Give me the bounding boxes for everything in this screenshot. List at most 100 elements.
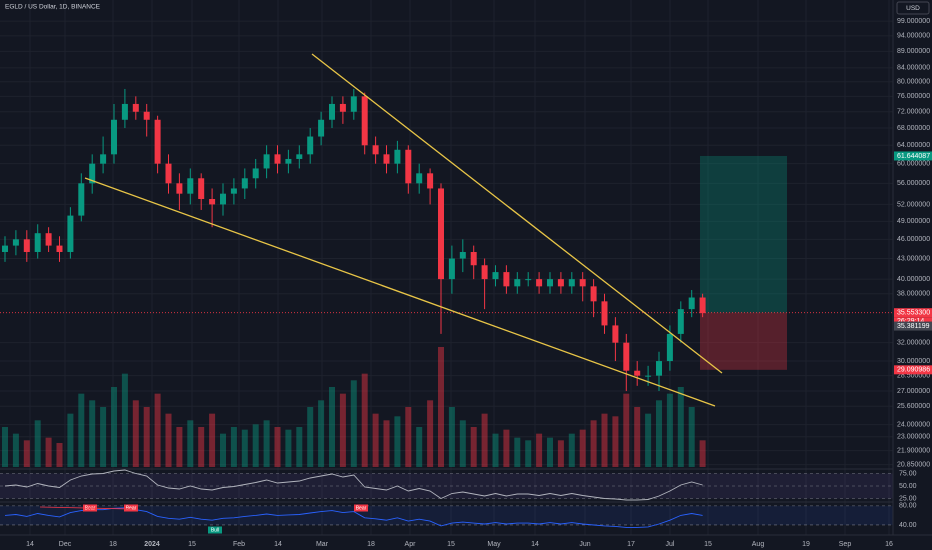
candle-body	[132, 103, 139, 112]
x-tick-label: 14	[274, 541, 282, 548]
volume-bar	[699, 440, 706, 467]
pane-tick-label: 75.00	[899, 470, 917, 477]
candle-body	[623, 342, 630, 371]
candle-body	[318, 119, 325, 137]
candle-body	[645, 375, 652, 377]
volume-bar	[427, 400, 434, 467]
volume-bar	[56, 443, 63, 467]
signal-box	[208, 526, 222, 534]
rsi-line	[4, 469, 703, 501]
candle-body	[579, 279, 586, 287]
x-tick-label: Jun	[579, 541, 590, 548]
x-tick-label: 14	[531, 541, 539, 548]
candle-body	[448, 258, 455, 280]
pane-tick-label: 80.00	[899, 503, 917, 510]
candle-body	[263, 154, 270, 169]
x-tick-label: Apr	[405, 541, 417, 548]
candle-body	[590, 286, 597, 302]
candle-body	[514, 279, 521, 287]
stop-zone	[700, 312, 787, 370]
candle-body	[67, 215, 74, 252]
x-tick-label: 14	[26, 541, 34, 548]
price-marker	[894, 365, 932, 375]
signal-box	[354, 504, 368, 512]
volume-bar	[405, 407, 412, 467]
x-tick-label: Sep	[839, 541, 852, 548]
candle-body	[557, 279, 564, 287]
volume-bar	[656, 400, 662, 467]
candle-body	[89, 163, 96, 184]
volume-bar	[492, 433, 499, 467]
volume-bar	[634, 407, 641, 467]
x-tick-label: Aug	[752, 541, 765, 548]
volume-bar	[568, 433, 575, 467]
price-marker-label: 35.381199	[897, 323, 930, 330]
candle-body	[536, 279, 543, 287]
volume-bar	[339, 393, 346, 467]
candle-body	[568, 279, 575, 287]
price-axis	[893, 0, 932, 550]
volume-bar	[296, 427, 303, 467]
signal-label: Bear	[126, 505, 137, 511]
volume-bar	[252, 424, 259, 467]
x-tick-label: 15	[188, 541, 196, 548]
volume-bar	[285, 429, 292, 467]
candle-body	[339, 103, 346, 112]
candle-body	[601, 301, 608, 326]
price-marker-label: 61.644087	[897, 153, 930, 160]
volume-bar	[187, 420, 194, 467]
y-tick-label: 46.000000	[897, 236, 930, 243]
y-tick-label: 25.600000	[897, 403, 930, 410]
candle-layer	[2, 88, 706, 392]
divergence-line	[39, 506, 132, 510]
candle-body	[100, 154, 107, 164]
x-tick-label: 18	[367, 541, 375, 548]
x-tick-label: 17	[627, 541, 635, 548]
y-tick-label: 43.000000	[897, 255, 930, 262]
candle-body	[547, 279, 553, 287]
volume-bar	[481, 413, 488, 467]
oscillator-line	[4, 507, 703, 528]
y-tick-label: 32.000000	[897, 340, 930, 347]
signal-label: Bull	[211, 527, 219, 533]
candle-body	[12, 239, 19, 246]
volume-bar	[547, 437, 553, 467]
countdown: 26:29:14	[897, 318, 924, 325]
candle-body	[438, 188, 444, 280]
volume-bar	[329, 387, 335, 467]
y-tick-label: 60.000000	[897, 161, 930, 168]
volume-bar	[34, 420, 41, 467]
y-tick-label: 23.000000	[897, 434, 930, 441]
candle-body	[56, 245, 63, 252]
y-tick-label: 72.000000	[897, 109, 930, 116]
candle-body	[481, 265, 488, 280]
x-tick-label: Jul	[666, 541, 675, 548]
candle-body	[220, 193, 226, 205]
y-tick-label: 68.000000	[897, 125, 930, 132]
candle-body	[656, 361, 662, 376]
candle-body	[187, 178, 194, 194]
candle-body	[241, 178, 248, 189]
candle-body	[492, 272, 499, 280]
volume-bar	[78, 393, 85, 467]
volume-bar	[459, 420, 466, 467]
volume-bar	[361, 373, 368, 467]
volume-bar	[230, 427, 237, 467]
y-tick-label: 56.000000	[897, 180, 930, 187]
candle-body	[154, 119, 161, 164]
candle-body	[699, 297, 706, 314]
pane-tick-label: 50.00	[899, 483, 917, 490]
volume-layer	[2, 347, 706, 467]
price-marker-label: 29.090986	[897, 367, 930, 374]
pane-tick-label: 40.00	[899, 522, 917, 529]
currency[interactable]: USD	[906, 5, 920, 12]
volume-bar	[165, 413, 172, 467]
candle-body	[372, 145, 379, 155]
volume-bar	[350, 380, 357, 467]
currency-box[interactable]	[896, 1, 930, 15]
candle-body	[209, 198, 216, 205]
target-zone	[700, 155, 787, 313]
volume-bar	[666, 393, 673, 467]
